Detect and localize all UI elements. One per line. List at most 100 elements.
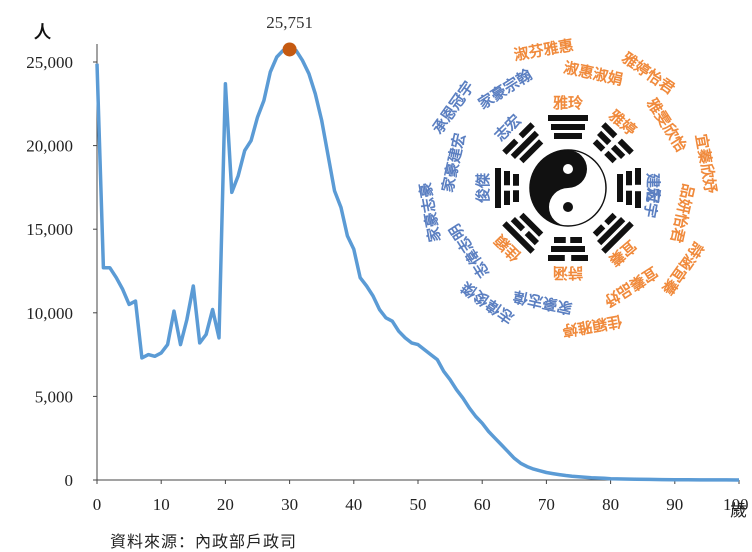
yinyang-outline [529, 149, 607, 227]
bagua-name-ring: 承恩冠宇 [429, 78, 478, 137]
bagua-name: 雅玲 [552, 94, 584, 112]
y-tick-label: 10,000 [26, 304, 73, 323]
bagua-name-ring: 志偉俊傑 [458, 278, 517, 327]
trigram-bar [513, 190, 519, 202]
trigram-bar [554, 237, 566, 243]
bagua-name-ring: 家豪宗翰 [475, 66, 535, 113]
trigram-bar [610, 144, 626, 160]
x-tick-label: 50 [410, 495, 427, 514]
trigram-bar [519, 139, 544, 164]
x-tick-label: 70 [538, 495, 555, 514]
trigram-bar [519, 212, 544, 237]
trigram-bar [604, 150, 617, 164]
x-tick-label: 90 [666, 495, 683, 514]
trigram-bar [548, 255, 565, 261]
trigram-bar [570, 237, 582, 243]
bagua-name-ring: 詩涵 [553, 264, 583, 282]
bagua-name: 志偉志明 [446, 221, 493, 281]
series-line [95, 47, 740, 482]
trigram-bar [504, 190, 510, 205]
bagua-name: 淑惠淑娟 [562, 58, 624, 89]
trigram-icon [617, 168, 641, 209]
trigram-icon [502, 122, 544, 164]
bagua-name-ring: 詩涵宜蓁 [658, 239, 708, 299]
trigram-bar [524, 230, 540, 246]
trigram-icon [548, 237, 588, 261]
source-note: 資料來源：內政部戶政司 [110, 532, 298, 551]
trigram-bar [596, 216, 626, 246]
y-tick-label: 15,000 [26, 220, 73, 239]
bagua-name-ring: 冠宇 [640, 186, 663, 219]
bagua-name: 冠宇 [640, 186, 663, 219]
y-tick-label: 20,000 [26, 137, 73, 156]
bagua-name-ring: 俊傑 [474, 173, 492, 203]
axes [93, 44, 740, 484]
bagua-name: 家豪建宏 [438, 131, 469, 193]
x-tick-label: 40 [345, 495, 362, 514]
bagua-name-ring: 建宏 [644, 173, 662, 203]
x-tick-label: 20 [217, 495, 234, 514]
trigram-bar [510, 130, 540, 160]
bagua-name-ring: 淑惠淑娟 [562, 58, 624, 89]
bagua-name-ring: 雅雯欣怡 [642, 94, 690, 155]
trigram-bar [504, 171, 510, 186]
bagua-name: 志宏 [491, 111, 525, 145]
trigram-bar [502, 138, 519, 155]
peak-data-label: 25,751 [266, 13, 313, 32]
y-unit-label: 人 [34, 23, 52, 43]
bagua-name: 家豪志偉 [511, 287, 573, 318]
bagua-name: 承恩冠宇 [429, 78, 478, 137]
bagua-name-ring: 雅婷怡君 [618, 48, 678, 98]
trigram-bar [571, 255, 588, 261]
trigram-icon [592, 212, 634, 254]
trigram-bar [510, 216, 526, 232]
trigram-bar [617, 138, 634, 155]
x-tick-label: 0 [93, 495, 102, 514]
bagua-name-ring: 家豪志偉 [511, 287, 573, 318]
trigram-icon [502, 212, 544, 254]
bagua-name: 詩涵宜蓁 [658, 239, 708, 299]
bagua-name: 志偉俊傑 [458, 278, 517, 327]
bagua-name: 雅婷怡君 [618, 48, 678, 98]
x-tick-label: 30 [281, 495, 298, 514]
bagua-name: 品妍怡君 [667, 182, 698, 244]
trigram-bar [626, 171, 632, 186]
trigram-bar [596, 130, 612, 146]
bagua-name-ring: 志偉志明 [446, 221, 493, 281]
trigram-icon [495, 168, 519, 208]
tick-labels: 0 5,000 10,000 15,000 20,000 25,000 0 10 20 30 40 5… [26, 53, 748, 514]
trigram-bar [635, 168, 641, 185]
trigram-icon [548, 115, 588, 139]
bagua-name: 俊傑 [474, 173, 492, 203]
y-tick-label: 5,000 [35, 387, 73, 406]
bagua-name: 建宏 [644, 173, 662, 203]
x-tick-label: 80 [602, 495, 619, 514]
trigram-bar [551, 246, 585, 252]
trigram-bar [601, 122, 618, 139]
trigram-icon [592, 122, 634, 164]
x-tick-label: 10 [153, 495, 170, 514]
trigram-bar [592, 224, 606, 237]
trigram-bar [601, 221, 634, 254]
trigram-bar [502, 221, 535, 254]
trigram-bar [617, 174, 623, 202]
trigram-bar [548, 115, 588, 121]
bagua-name-ring: 家豪建宏 [438, 131, 469, 193]
y-tick-label: 25,000 [26, 53, 73, 72]
trigram-bar [551, 124, 585, 130]
bagua-name: 雅雯欣怡 [642, 94, 690, 155]
x-tick-label: 60 [474, 495, 491, 514]
y-tick-label: 0 [65, 471, 74, 490]
series-line-layer: 25,751 [95, 13, 740, 482]
bagua-decoration: 雅玲雅婷宜蓁詩涵佳穎俊傑志宏建宏冠宇淑芬雅惠淑惠淑娟雅婷怡君雅雯欣怡宜蓁欣妤品妍… [416, 36, 720, 340]
trigram-bar [554, 133, 582, 139]
yinyang-dot [563, 202, 573, 212]
trigram-bar [513, 174, 519, 186]
trigram-bar [495, 168, 501, 208]
trigram-bar [604, 212, 617, 226]
bagua-name-ring: 品妍怡君 [667, 182, 698, 244]
bagua-name-ring: 志宏 [491, 111, 525, 145]
bagua-name: 宜蓁品妤 [600, 263, 661, 311]
x-unit-label: 歲 [730, 501, 747, 520]
